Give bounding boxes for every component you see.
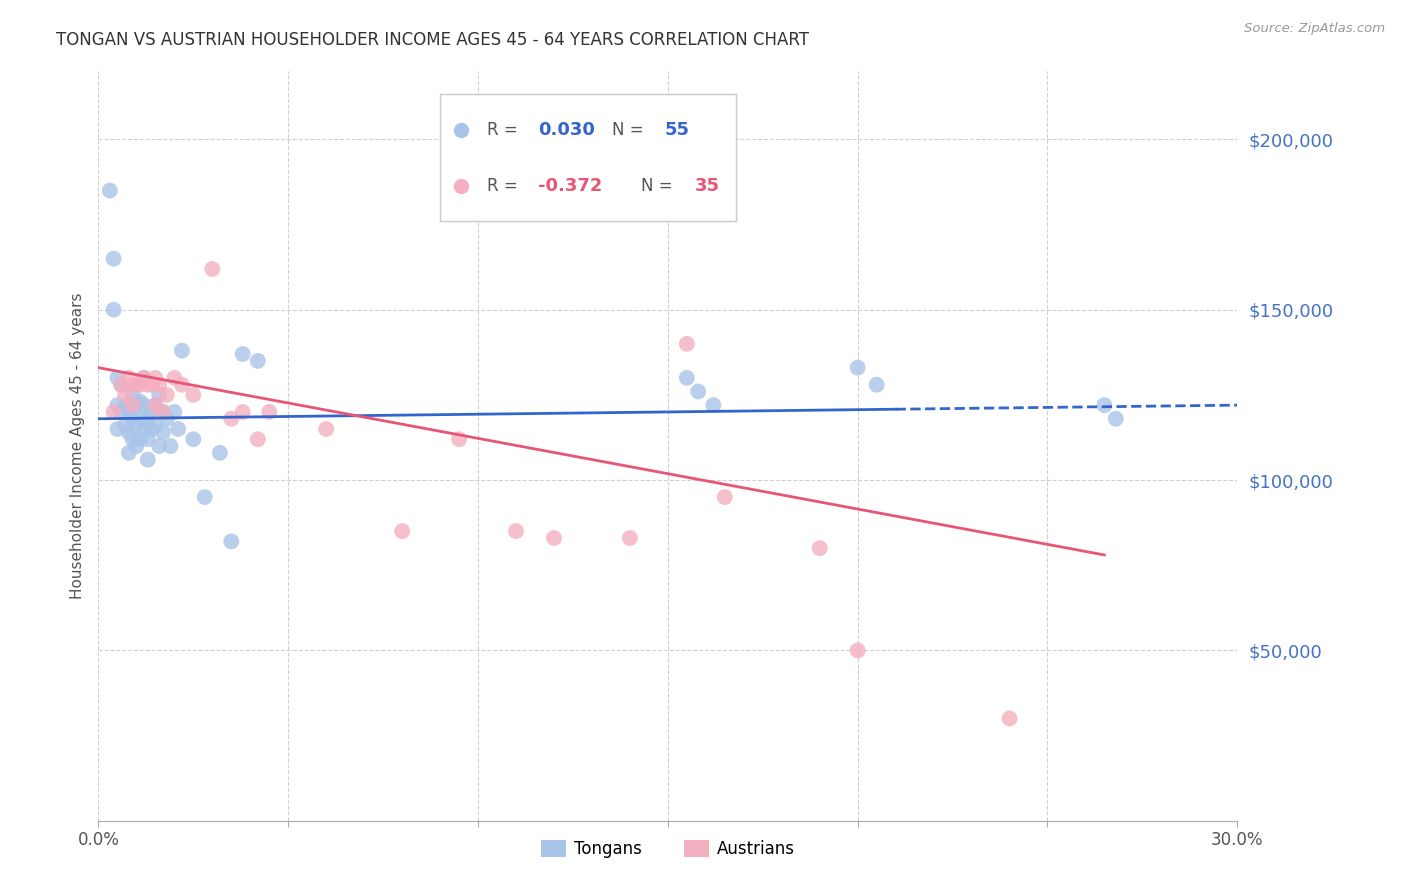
Point <box>141 422 163 436</box>
Point <box>159 439 181 453</box>
Point <box>543 531 565 545</box>
Point <box>221 411 243 425</box>
Point <box>107 398 129 412</box>
Point <box>183 432 205 446</box>
Point <box>136 452 159 467</box>
Point <box>163 371 186 385</box>
Point <box>98 184 121 198</box>
Point <box>125 418 148 433</box>
Point <box>846 643 869 657</box>
Point <box>676 336 699 351</box>
Point <box>170 377 193 392</box>
Point <box>121 398 143 412</box>
Point <box>136 377 159 392</box>
Point <box>132 422 155 436</box>
Point <box>152 405 174 419</box>
Point <box>1105 411 1128 425</box>
Point <box>619 531 641 545</box>
Point <box>118 405 141 419</box>
Point <box>145 398 167 412</box>
Point <box>259 405 281 419</box>
Point <box>998 711 1021 725</box>
Text: Source: ZipAtlas.com: Source: ZipAtlas.com <box>1244 22 1385 36</box>
Point <box>148 439 170 453</box>
Point <box>121 377 143 392</box>
Point <box>232 405 254 419</box>
Point <box>103 302 125 317</box>
Point <box>110 377 132 392</box>
Point <box>136 411 159 425</box>
Point <box>132 371 155 385</box>
Point <box>118 446 141 460</box>
Point <box>156 411 179 425</box>
Point <box>163 405 186 419</box>
Text: TONGAN VS AUSTRIAN HOUSEHOLDER INCOME AGES 45 - 64 YEARS CORRELATION CHART: TONGAN VS AUSTRIAN HOUSEHOLDER INCOME AG… <box>56 31 810 49</box>
Point <box>156 388 179 402</box>
Point <box>208 446 231 460</box>
Point <box>315 422 337 436</box>
Legend: Tongans, Austrians: Tongans, Austrians <box>534 833 801 864</box>
Point <box>808 541 831 556</box>
Point <box>702 398 724 412</box>
Point <box>194 490 217 504</box>
Point <box>676 371 699 385</box>
Point <box>114 418 136 433</box>
Point <box>129 411 152 425</box>
Point <box>129 432 152 446</box>
Point <box>107 422 129 436</box>
Point <box>125 439 148 453</box>
Point <box>1094 398 1116 412</box>
Point <box>125 377 148 392</box>
Point <box>846 360 869 375</box>
Point <box>246 354 269 368</box>
Point <box>145 418 167 433</box>
Point <box>449 432 471 446</box>
Point <box>221 534 243 549</box>
Point <box>110 377 132 392</box>
Point <box>103 405 125 419</box>
Point <box>505 524 527 538</box>
Point <box>714 490 737 504</box>
Point <box>170 343 193 358</box>
Point <box>145 371 167 385</box>
Point <box>118 371 141 385</box>
Point <box>129 394 152 409</box>
Point <box>141 377 163 392</box>
Point <box>132 371 155 385</box>
Point <box>118 425 141 440</box>
Point <box>148 377 170 392</box>
Point <box>132 398 155 412</box>
Point <box>114 398 136 412</box>
Point <box>121 432 143 446</box>
Point <box>107 371 129 385</box>
Point <box>167 422 190 436</box>
Point <box>141 405 163 419</box>
Point <box>145 398 167 412</box>
Point <box>201 261 224 276</box>
Point <box>103 252 125 266</box>
Point <box>183 388 205 402</box>
Point <box>391 524 413 538</box>
Point <box>125 398 148 412</box>
Point <box>125 377 148 392</box>
Point <box>110 405 132 419</box>
Point <box>232 347 254 361</box>
Point <box>136 432 159 446</box>
Point <box>246 432 269 446</box>
Point <box>129 377 152 392</box>
Point <box>114 388 136 402</box>
Point <box>152 425 174 440</box>
Point <box>152 405 174 419</box>
Point <box>121 411 143 425</box>
Y-axis label: Householder Income Ages 45 - 64 years: Householder Income Ages 45 - 64 years <box>69 293 84 599</box>
Point <box>121 388 143 402</box>
Point <box>148 388 170 402</box>
Point <box>866 377 889 392</box>
Point <box>688 384 710 399</box>
